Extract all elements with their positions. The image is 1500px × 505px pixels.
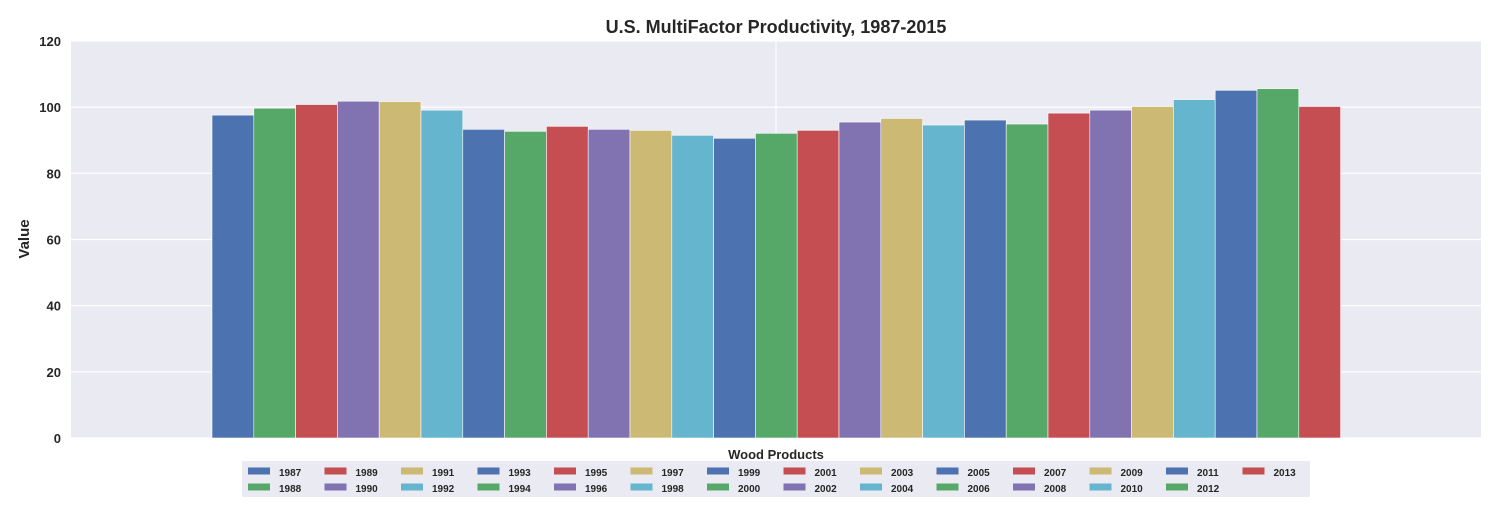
bar-1995 (546, 126, 589, 439)
legend-swatch (1166, 483, 1188, 491)
bar-1988 (253, 107, 296, 439)
bar-1992 (420, 109, 464, 439)
y-tick-label: 20 (47, 365, 61, 380)
legend-box (242, 461, 1310, 497)
y-axis-label: Value (16, 219, 33, 258)
legend-label: 2012 (1197, 484, 1220, 495)
bar-2004 (922, 124, 965, 439)
legend-label: 2013 (1274, 468, 1297, 479)
legend-label: 1990 (356, 484, 379, 495)
y-tick-label: 60 (47, 233, 61, 248)
legend-label: 1989 (356, 468, 379, 479)
legend-label: 2007 (1044, 468, 1067, 479)
legend-swatch (248, 483, 270, 491)
legend-swatch (1089, 483, 1112, 491)
legend-label: 1992 (432, 484, 455, 495)
x-tick-label: Wood Products (728, 447, 824, 462)
legend-swatch (324, 483, 347, 491)
legend-label: 2010 (1121, 484, 1144, 495)
bar-2008 (1089, 109, 1132, 439)
legend-label: 2002 (815, 484, 838, 495)
bar-1998 (671, 134, 714, 439)
legend-swatch (1089, 467, 1112, 475)
legend-swatch (783, 467, 806, 475)
bar-1989 (295, 104, 338, 439)
y-tick-label: 40 (47, 299, 61, 314)
legend-label: 1994 (509, 484, 532, 495)
y-tick-labels: 0 20 40 60 80 100 120 (39, 34, 61, 446)
legend-label: 1995 (585, 468, 608, 479)
bar-1997 (629, 130, 673, 439)
y-tick-label: 0 (54, 431, 61, 446)
bar-1990 (337, 100, 380, 439)
bar-1993 (462, 129, 505, 439)
legend-label: 1987 (279, 468, 302, 479)
legend-label: 2003 (891, 468, 914, 479)
legend-swatch (707, 467, 729, 475)
legend-swatch (477, 483, 500, 491)
legend-label: 2005 (968, 468, 991, 479)
bar-2012 (1256, 88, 1300, 439)
legend-swatch (860, 467, 882, 475)
legend-label: 1999 (738, 468, 761, 479)
bars (211, 88, 1341, 439)
bar-2009 (1131, 106, 1174, 439)
legend-swatch (554, 483, 576, 491)
legend-swatch (554, 467, 576, 475)
legend: 1987 1988 1989 1990 1991 1992 1993 1994 1995 1996… (242, 461, 1310, 497)
bar-2005 (964, 119, 1007, 439)
legend-swatch (1242, 467, 1265, 475)
y-tick-label: 120 (39, 34, 61, 49)
legend-swatch (707, 483, 729, 491)
legend-label: 1988 (279, 484, 302, 495)
bar-1996 (587, 129, 631, 439)
legend-swatch (860, 483, 882, 491)
legend-swatch (936, 467, 959, 475)
bar-2010 (1173, 99, 1216, 439)
legend-label: 2009 (1121, 468, 1144, 479)
legend-swatch (248, 467, 270, 475)
legend-label: 2006 (968, 484, 991, 495)
bar-1999 (713, 137, 756, 439)
legend-swatch (630, 467, 653, 475)
legend-label: 2000 (738, 484, 761, 495)
legend-label: 1997 (662, 468, 685, 479)
bar-2000 (755, 133, 798, 439)
legend-label: 2011 (1197, 468, 1219, 479)
legend-swatch (401, 483, 423, 491)
legend-swatch (1013, 467, 1035, 475)
bar-1991 (378, 101, 422, 439)
legend-swatch (1013, 483, 1035, 491)
legend-swatch (477, 467, 500, 475)
legend-swatch (401, 467, 423, 475)
legend-label: 1991 (432, 468, 455, 479)
y-tick-label: 100 (39, 100, 61, 115)
legend-swatch (1166, 467, 1188, 475)
legend-swatch (783, 483, 806, 491)
legend-label: 2001 (815, 468, 838, 479)
bar-1987 (211, 114, 255, 439)
bar-2013 (1298, 106, 1341, 439)
legend-swatch (936, 483, 959, 491)
legend-swatch (630, 483, 653, 491)
bar-2003 (880, 118, 923, 439)
y-tick-label: 80 (47, 166, 61, 181)
bar-2001 (796, 130, 840, 439)
legend-label: 2008 (1044, 484, 1067, 495)
bar-2007 (1047, 112, 1091, 439)
bar-1994 (504, 131, 547, 439)
legend-label: 1993 (509, 468, 532, 479)
legend-label: 1998 (662, 484, 685, 495)
bar-2006 (1005, 123, 1049, 439)
chart-title: U.S. MultiFactor Productivity, 1987-2015 (606, 17, 947, 37)
legend-swatch (324, 467, 347, 475)
legend-label: 1996 (585, 484, 608, 495)
bar-2011 (1214, 89, 1258, 439)
bar-2002 (838, 121, 882, 439)
legend-label: 2004 (891, 484, 914, 495)
